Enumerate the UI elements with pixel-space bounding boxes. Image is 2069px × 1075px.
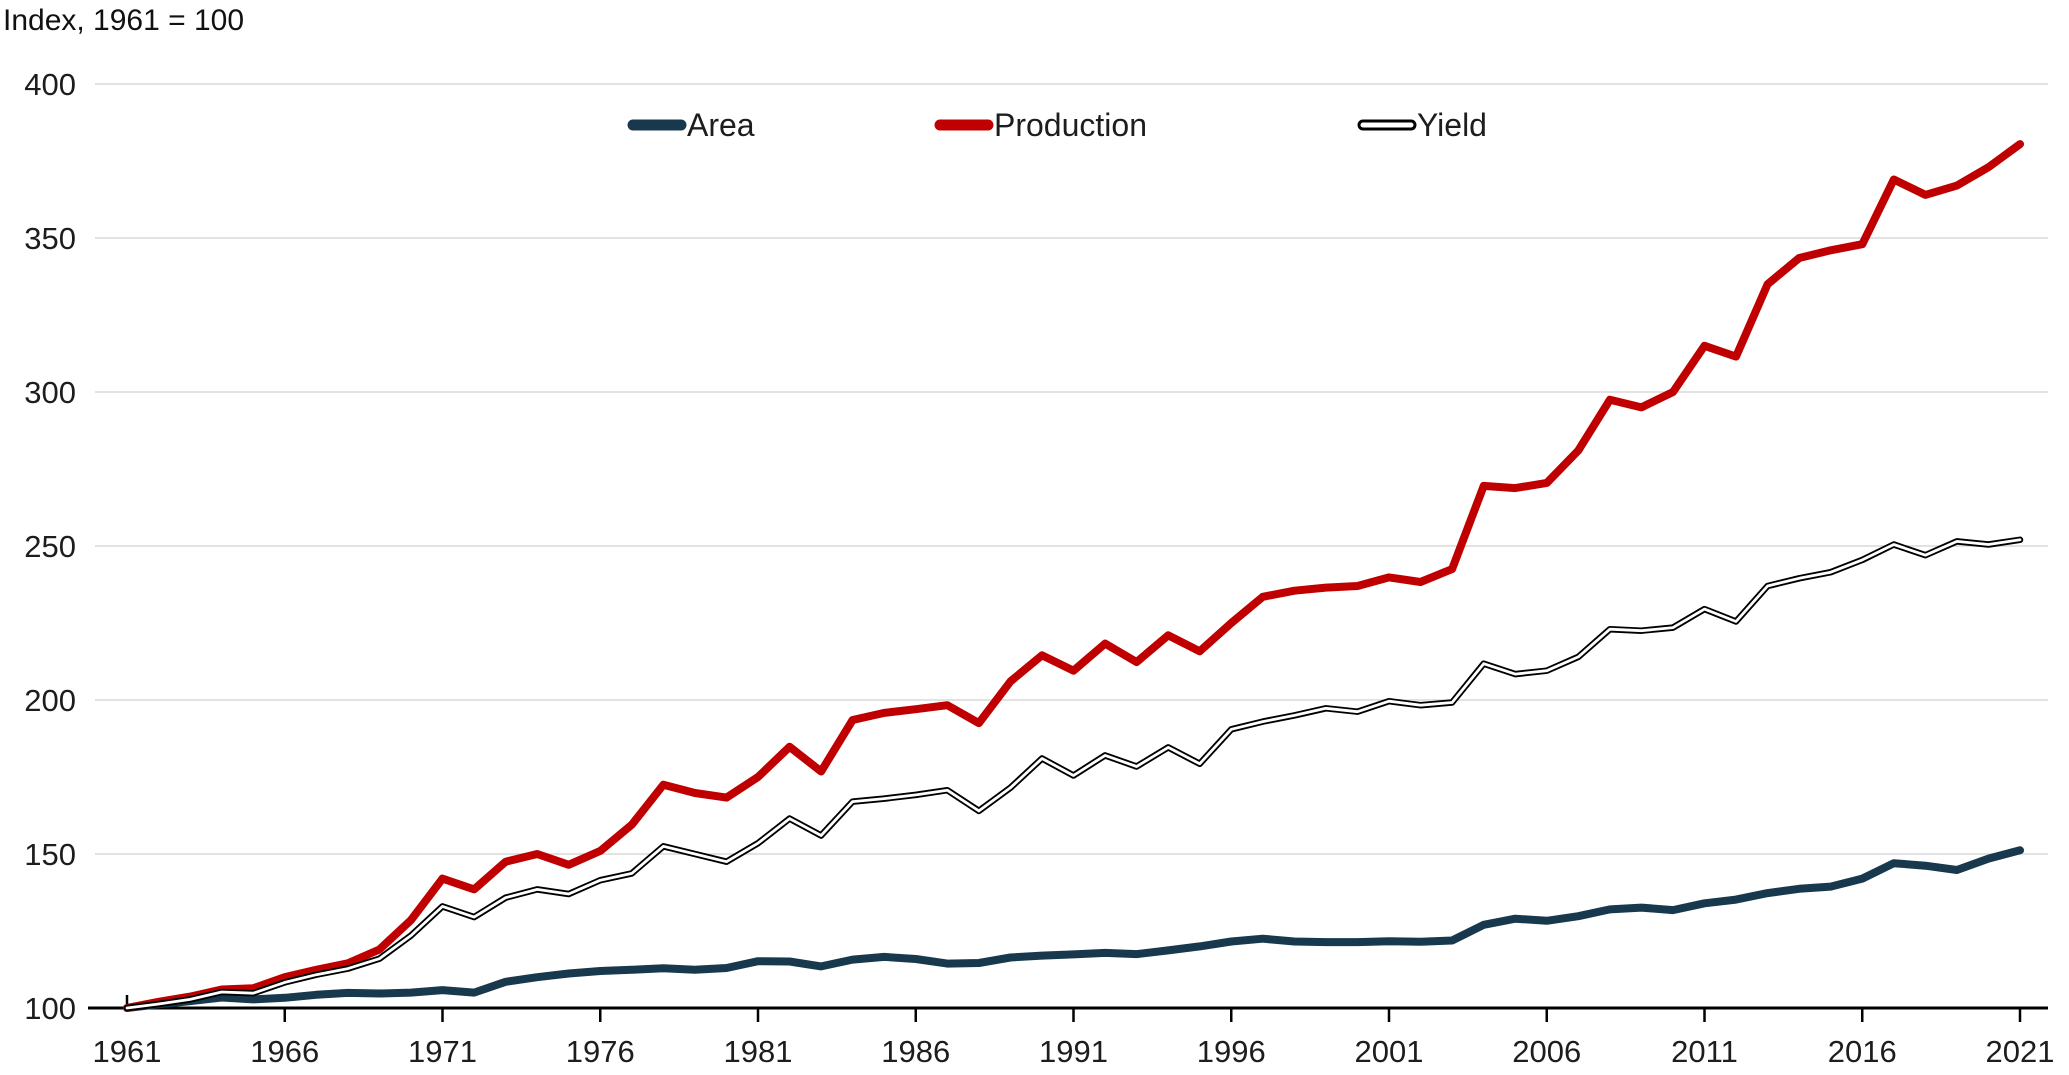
legend-label-yield: Yield (1417, 107, 1487, 143)
legend-label-production: Production (994, 107, 1147, 143)
x-axis-label: 2001 (1355, 1034, 1424, 1069)
x-axis-label: 2011 (1671, 1034, 1738, 1069)
x-axis-label: 1991 (1039, 1034, 1108, 1069)
x-axis-label: 1966 (250, 1034, 319, 1069)
series-line-area (123, 846, 2024, 1012)
y-axis-label: 350 (24, 221, 76, 256)
series-line-yield-core (125, 538, 2022, 1010)
x-axis-label: 1976 (566, 1034, 635, 1069)
y-axis-label: 300 (24, 375, 76, 410)
x-axis-label: 1961 (93, 1034, 162, 1069)
y-axis-label: 400 (24, 67, 76, 102)
x-axis-label: 2016 (1828, 1034, 1897, 1069)
x-axis-label: 1971 (408, 1034, 477, 1069)
y-axis-label: 100 (24, 991, 76, 1026)
x-axis-label: 1981 (724, 1034, 793, 1069)
x-axis-label: 1986 (881, 1034, 950, 1069)
y-axis-label: 250 (24, 529, 76, 564)
y-axis-label: 150 (24, 837, 76, 872)
x-axis-label: 2021 (1986, 1034, 2055, 1069)
chart-title: Index, 1961 = 100 (3, 4, 245, 37)
y-axis-label: 200 (24, 683, 76, 718)
series-line-production (123, 140, 2024, 1012)
x-axis-label: 1996 (1197, 1034, 1266, 1069)
legend-label-area: Area (687, 107, 755, 143)
x-axis-label: 2006 (1512, 1034, 1581, 1069)
